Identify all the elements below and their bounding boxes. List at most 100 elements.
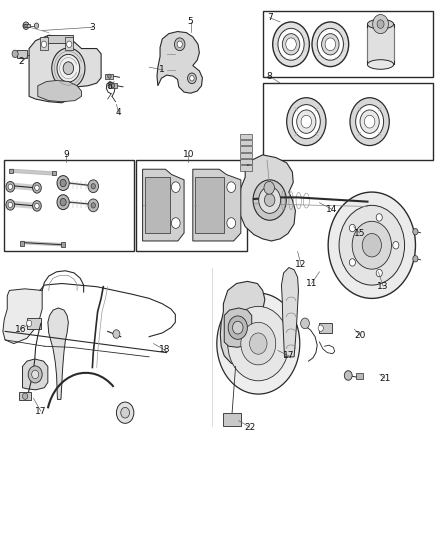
Bar <box>61 241 65 247</box>
Bar <box>65 37 73 50</box>
Circle shape <box>28 366 42 383</box>
Circle shape <box>121 407 130 418</box>
Circle shape <box>57 54 80 82</box>
Circle shape <box>350 98 389 146</box>
Text: 21: 21 <box>379 374 391 383</box>
Circle shape <box>287 98 326 146</box>
Circle shape <box>177 41 182 47</box>
Text: 9: 9 <box>64 150 69 159</box>
Bar <box>27 318 41 329</box>
Circle shape <box>312 22 349 67</box>
Polygon shape <box>224 308 252 348</box>
Polygon shape <box>3 289 42 344</box>
Circle shape <box>328 192 416 298</box>
Text: 7: 7 <box>267 13 272 22</box>
Bar <box>356 373 363 378</box>
Circle shape <box>8 202 12 207</box>
Circle shape <box>377 20 384 28</box>
Circle shape <box>88 199 99 212</box>
Circle shape <box>362 233 381 257</box>
Circle shape <box>286 38 296 51</box>
Bar <box>195 177 224 233</box>
Bar <box>240 134 252 139</box>
Circle shape <box>52 48 85 88</box>
Text: 12: 12 <box>295 261 307 269</box>
Text: 18: 18 <box>159 345 171 354</box>
Circle shape <box>174 38 185 51</box>
Circle shape <box>292 104 320 139</box>
Polygon shape <box>220 281 271 367</box>
Circle shape <box>22 393 28 399</box>
Text: 16: 16 <box>14 325 26 334</box>
Circle shape <box>63 62 74 75</box>
Polygon shape <box>29 35 101 103</box>
Bar <box>240 165 252 171</box>
Circle shape <box>227 217 236 228</box>
Bar <box>240 140 252 146</box>
Circle shape <box>171 182 180 192</box>
Polygon shape <box>48 308 68 399</box>
Circle shape <box>60 198 66 206</box>
Circle shape <box>6 181 14 192</box>
Bar <box>20 241 24 246</box>
Circle shape <box>273 22 309 67</box>
Circle shape <box>113 330 120 338</box>
Circle shape <box>364 115 375 128</box>
Circle shape <box>32 370 39 378</box>
Text: 6: 6 <box>106 82 112 91</box>
Text: 3: 3 <box>89 23 95 32</box>
Circle shape <box>57 195 69 209</box>
Polygon shape <box>239 155 295 241</box>
Circle shape <box>228 316 247 340</box>
Circle shape <box>297 110 316 133</box>
Text: 14: 14 <box>326 205 337 214</box>
Bar <box>52 171 56 175</box>
Circle shape <box>12 50 18 58</box>
Circle shape <box>32 200 41 211</box>
Circle shape <box>321 34 339 55</box>
Circle shape <box>227 182 236 192</box>
Bar <box>40 37 48 50</box>
Text: 17: 17 <box>283 351 295 360</box>
Circle shape <box>60 179 66 187</box>
Bar <box>106 74 113 79</box>
Circle shape <box>35 185 39 190</box>
Polygon shape <box>157 31 202 93</box>
Bar <box>19 392 31 400</box>
Circle shape <box>413 229 418 235</box>
Circle shape <box>278 28 304 60</box>
Circle shape <box>91 203 95 208</box>
Circle shape <box>88 180 99 192</box>
Circle shape <box>6 199 14 210</box>
Bar <box>17 50 27 58</box>
Circle shape <box>26 320 32 327</box>
Circle shape <box>190 76 194 81</box>
Text: 2: 2 <box>19 58 25 66</box>
Text: 8: 8 <box>267 71 272 80</box>
Circle shape <box>253 180 286 220</box>
Circle shape <box>350 259 356 266</box>
Circle shape <box>187 73 196 84</box>
Circle shape <box>344 370 352 380</box>
Polygon shape <box>193 169 241 241</box>
Circle shape <box>283 34 300 55</box>
Text: 1: 1 <box>159 66 165 74</box>
Polygon shape <box>46 35 73 43</box>
Circle shape <box>41 41 46 47</box>
Bar <box>263 11 433 77</box>
Text: 10: 10 <box>183 150 194 159</box>
Circle shape <box>264 181 275 194</box>
Bar <box>240 147 252 152</box>
Circle shape <box>265 193 275 206</box>
Polygon shape <box>22 359 48 390</box>
Circle shape <box>91 183 95 189</box>
Circle shape <box>117 402 134 423</box>
Bar <box>136 160 247 251</box>
Text: 17: 17 <box>35 407 46 416</box>
Text: 22: 22 <box>244 423 255 432</box>
Bar <box>240 159 252 165</box>
Text: 11: 11 <box>306 279 317 288</box>
Polygon shape <box>143 169 184 241</box>
Circle shape <box>413 256 418 262</box>
Circle shape <box>111 84 115 88</box>
